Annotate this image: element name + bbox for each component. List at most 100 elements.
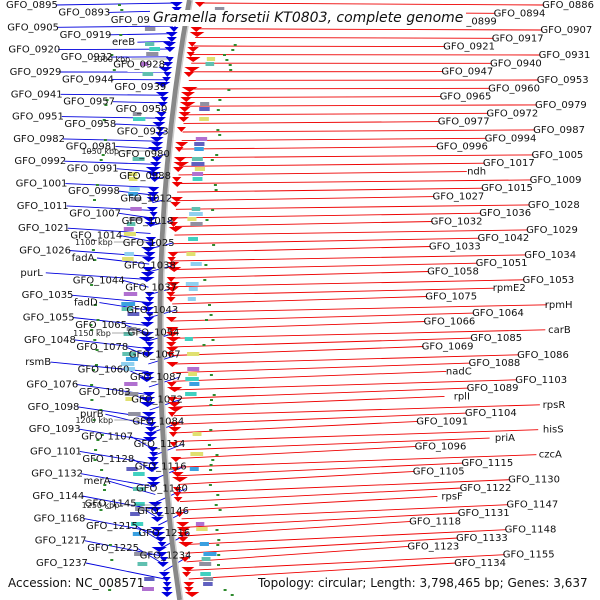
left-leader-line <box>136 547 163 564</box>
reverse-gene-arrow <box>166 292 176 297</box>
gc-marker <box>108 544 112 546</box>
reverse-gene-arrow <box>189 32 205 37</box>
right-leader-line <box>185 537 459 554</box>
gc-marker <box>94 304 97 306</box>
left-gene-label: GFO_0920 <box>8 45 60 56</box>
cog-block-outer <box>188 287 198 291</box>
reverse-gene-arrow <box>188 42 197 47</box>
gc-marker <box>202 344 206 346</box>
forward-gene-arrow <box>158 572 171 577</box>
right-gene-label: rpsR <box>543 400 566 411</box>
left-gene-label: GFO_0932 <box>61 52 113 63</box>
cog-block-outer <box>200 572 211 576</box>
reverse-gene-arrow <box>190 27 203 32</box>
forward-gene-arrow <box>140 272 155 277</box>
left-gene-label: GFO_1146 <box>137 506 189 517</box>
cog-block-inner <box>123 332 133 336</box>
right-gene-label: GFO_1123 <box>407 541 459 552</box>
gc-marker <box>100 469 104 471</box>
left-gene-label: GFO_1087 <box>130 372 182 383</box>
cog-block-inner <box>142 587 154 591</box>
forward-gene-arrow <box>159 557 169 562</box>
right-gene-label: GFO_0979 <box>535 100 587 111</box>
right-gene-label: GFO_1115 <box>461 458 513 469</box>
right-gene-label: GFO_1104 <box>465 408 517 419</box>
gc-marker <box>214 189 218 191</box>
reverse-gene-arrow <box>166 282 180 287</box>
gc-marker <box>229 69 233 71</box>
right-leader-line <box>172 287 495 296</box>
gc-marker <box>95 184 99 186</box>
gc-marker <box>105 99 109 101</box>
forward-gene-arrow <box>147 457 159 462</box>
cog-block-inner <box>132 532 142 536</box>
cog-block-outer <box>205 62 215 66</box>
forward-gene-arrow <box>142 347 155 352</box>
topology-text: Topology: circular; Length: 3,798,465 bp… <box>258 576 588 590</box>
forward-gene-arrow <box>144 222 157 227</box>
gc-marker <box>218 99 222 101</box>
right-gene-label: GFO_0886 <box>542 0 594 11</box>
cog-block-inner <box>130 207 142 211</box>
left-leader-line <box>85 562 165 580</box>
right-leader-line <box>177 462 464 477</box>
gc-marker <box>216 129 220 131</box>
right-gene-label: GFO_1091 <box>416 416 468 427</box>
left-leader-line <box>155 153 168 158</box>
right-gene-label: GFO_0972 <box>486 108 538 119</box>
left-gene-label: GFO_1014 <box>70 231 122 242</box>
left-leader-line <box>68 250 150 257</box>
cog-block-outer <box>188 372 198 376</box>
right-leader-line <box>184 529 507 546</box>
forward-gene-arrow <box>142 217 158 222</box>
right-gene-label: GFO_0987 <box>533 125 585 136</box>
right-leader-line <box>172 271 430 279</box>
cog-block-inner <box>137 562 148 566</box>
gc-marker <box>230 594 234 596</box>
cog-block-inner <box>144 27 156 31</box>
forward-gene-arrow <box>141 417 157 422</box>
left-gene-label: GFO_1101 <box>30 446 82 457</box>
gc-marker <box>120 9 124 11</box>
right-gene-label: GFO_1075 <box>425 292 477 303</box>
reverse-gene-arrow <box>167 262 180 267</box>
forward-gene-arrow <box>162 582 172 587</box>
reverse-gene-arrow <box>166 337 181 342</box>
left-leader-line <box>65 183 154 188</box>
right-gene-label: GFO_1028 <box>528 200 580 211</box>
right-gene-label: GFO_0894 <box>494 8 546 19</box>
forward-gene-arrow <box>147 172 161 177</box>
right-leader-line <box>173 395 445 408</box>
left-gene-label: GFO_0951 <box>12 112 64 123</box>
forward-gene-arrow <box>149 177 161 182</box>
gc-marker <box>103 139 107 141</box>
cog-block-inner <box>132 112 142 116</box>
right-gene-label: GFO_0907 <box>540 25 592 36</box>
left-leader-line <box>116 168 155 173</box>
cog-block-inner <box>123 367 135 371</box>
left-gene-label: GFO_1001 <box>16 179 68 190</box>
cog-block-outer <box>185 377 199 381</box>
gc-marker <box>92 369 95 371</box>
right-leader-line <box>176 445 417 460</box>
right-gene-label: GFO_1130 <box>508 475 560 486</box>
right-gene-label: GFO_0899 <box>445 17 497 28</box>
forward-gene-arrow <box>145 242 156 247</box>
right-gene-label: GFO_1009 <box>530 175 582 186</box>
forward-gene-arrow <box>155 132 165 137</box>
forward-gene-arrow <box>142 437 158 442</box>
left-leader-line <box>130 436 153 449</box>
right-gene-label: GFO_0921 <box>443 42 495 53</box>
right-leader-line <box>172 362 471 374</box>
left-leader-line <box>115 145 157 150</box>
gc-marker <box>211 339 215 341</box>
left-gene-label: GFO_1128 <box>82 454 134 465</box>
left-gene-label: GFO_0998 <box>68 186 120 197</box>
reverse-gene-arrow <box>177 532 189 537</box>
gc-marker <box>99 159 103 161</box>
left-leader-line <box>73 339 149 350</box>
forward-gene-arrow <box>162 77 171 82</box>
cog-block-outer <box>189 467 199 471</box>
right-leader-line <box>172 354 520 365</box>
reverse-gene-arrow <box>173 167 184 172</box>
